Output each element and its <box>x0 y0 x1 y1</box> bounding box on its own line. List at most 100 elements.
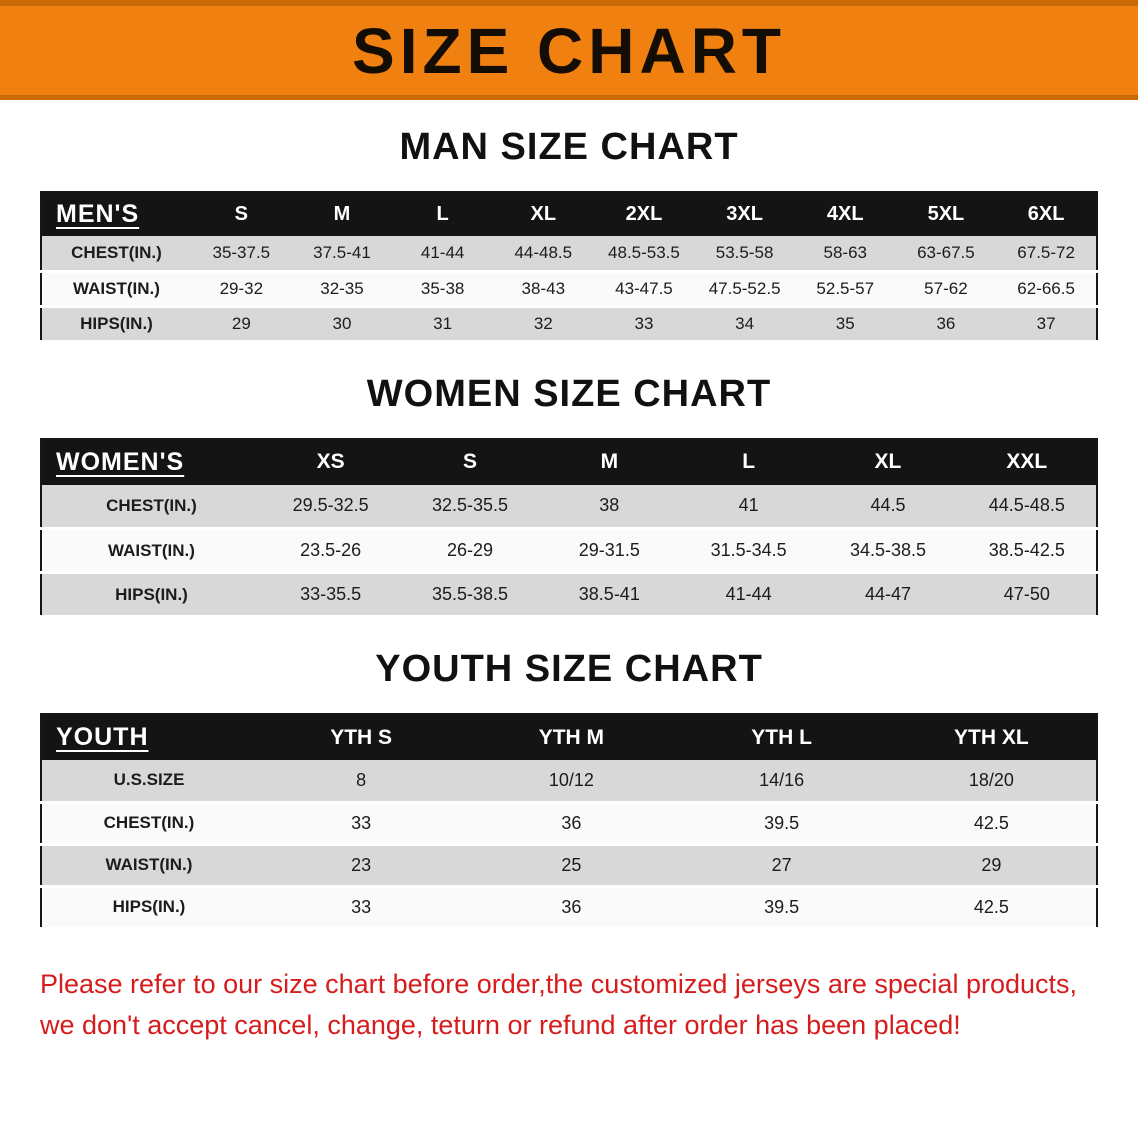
size-header-cell: YTH XL <box>886 714 1097 760</box>
value-cell: 18/20 <box>886 760 1097 804</box>
value-cell: 29.5-32.5 <box>261 484 401 530</box>
value-cell: 25 <box>466 844 677 888</box>
size-chart-page: SIZE CHART MAN SIZE CHART MEN'S S M L XL 2XL 3… <box>0 0 1138 1048</box>
size-header-cell: S <box>400 438 540 485</box>
value-cell: 37 <box>996 306 1097 343</box>
table-row: HIPS(IN.) 33-35.5 35.5-38.5 38.5-41 41-44 44-… <box>41 572 1097 618</box>
value-cell: 27 <box>676 844 887 888</box>
row-label-cell: HIPS(IN.) <box>41 306 191 343</box>
size-header-cell: XL <box>818 438 958 485</box>
row-label-cell: WAIST(IN.) <box>41 271 191 308</box>
value-cell: 35 <box>794 306 896 343</box>
value-cell: 36 <box>895 306 997 343</box>
value-cell: 36 <box>466 886 677 930</box>
table-header-row: YOUTH YTH S YTH M YTH L YTH XL <box>41 714 1097 760</box>
footer-notice: Please refer to our size chart before or… <box>40 964 1098 1048</box>
table-row: HIPS(IN.) 33 36 39.5 42.5 <box>41 886 1097 930</box>
size-header-cell: M <box>539 438 679 485</box>
value-cell: 44.5 <box>818 484 958 530</box>
value-cell: 32-35 <box>291 271 393 308</box>
value-cell: 42.5 <box>886 886 1097 930</box>
size-header-cell: YTH S <box>256 714 467 760</box>
size-header-cell: 5XL <box>895 192 997 236</box>
size-header-cell: XS <box>261 438 401 485</box>
value-cell: 48.5-53.5 <box>593 236 695 273</box>
value-cell: 23.5-26 <box>261 528 401 574</box>
value-cell: 30 <box>291 306 393 343</box>
table-row: CHEST(IN.) 33 36 39.5 42.5 <box>41 802 1097 846</box>
size-header-cell: M <box>291 192 393 236</box>
value-cell: 34.5-38.5 <box>818 528 958 574</box>
value-cell: 63-67.5 <box>895 236 997 273</box>
value-cell: 36 <box>466 802 677 846</box>
size-header-cell: L <box>392 192 493 236</box>
row-label-cell: WAIST(IN.) <box>41 844 256 888</box>
value-cell: 62-66.5 <box>996 271 1097 308</box>
value-cell: 38-43 <box>492 271 594 308</box>
value-cell: 38 <box>539 484 679 530</box>
value-cell: 23 <box>256 844 467 888</box>
value-cell: 29 <box>886 844 1097 888</box>
value-cell: 34 <box>694 306 795 343</box>
men-section-heading: MAN SIZE CHART <box>399 126 739 168</box>
row-label-cell: CHEST(IN.) <box>41 236 191 273</box>
notice-line-2: we don't accept cancel, change, teturn o… <box>40 1010 961 1041</box>
women-size-table: WOMEN'S XS S M L XL XXL CHEST(IN.) 29.5-32.5 32.5… <box>40 437 1098 618</box>
table-row: CHEST(IN.) 35-37.5 37.5-41 41-44 44-48.5 48.5… <box>41 236 1097 273</box>
value-cell: 38.5-42.5 <box>957 528 1097 574</box>
banner: SIZE CHART <box>0 0 1138 100</box>
row-label-cell: HIPS(IN.) <box>41 886 256 930</box>
value-cell: 47.5-52.5 <box>694 271 795 308</box>
size-header-cell: XXL <box>957 438 1097 485</box>
value-cell: 35.5-38.5 <box>400 572 540 618</box>
value-cell: 31.5-34.5 <box>678 528 819 574</box>
size-header-cell: 4XL <box>794 192 896 236</box>
value-cell: 32 <box>492 306 594 343</box>
value-cell: 35-37.5 <box>191 236 292 273</box>
chart-sections: MAN SIZE CHART MEN'S S M L XL 2XL 3XL 4XL 5XL 6XL… <box>0 126 1138 930</box>
value-cell: 41-44 <box>678 572 819 618</box>
table-title-cell: YOUTH <box>41 714 256 760</box>
youth-size-table: YOUTH YTH S YTH M YTH L YTH XL U.S.SIZE 8 10/12… <box>40 713 1098 930</box>
value-cell: 58-63 <box>794 236 896 273</box>
value-cell: 26-29 <box>400 528 540 574</box>
row-label-cell: CHEST(IN.) <box>41 484 261 530</box>
table-title-cell: WOMEN'S <box>41 438 261 485</box>
men-size-table: MEN'S S M L XL 2XL 3XL 4XL 5XL 6XL CHEST(IN.) 35-37… <box>40 191 1098 343</box>
section-youth: YOUTH SIZE CHART YOUTH YTH S YTH M YTH L YTH… <box>0 648 1138 930</box>
value-cell: 47-50 <box>957 572 1097 618</box>
value-cell: 31 <box>392 306 493 343</box>
size-header-cell: 6XL <box>996 192 1097 236</box>
row-label-cell: HIPS(IN.) <box>41 572 261 618</box>
women-section-heading: WOMEN SIZE CHART <box>366 372 772 415</box>
size-header-cell: XL <box>492 192 594 236</box>
row-label-cell: WAIST(IN.) <box>41 528 261 574</box>
value-cell: 29 <box>191 306 292 343</box>
value-cell: 41-44 <box>392 236 493 273</box>
value-cell: 57-62 <box>895 271 997 308</box>
table-row: U.S.SIZE 8 10/12 14/16 18/20 <box>41 760 1097 804</box>
value-cell: 33 <box>256 802 467 846</box>
row-label-cell: U.S.SIZE <box>41 760 256 804</box>
size-header-cell: YTH M <box>466 714 677 760</box>
value-cell: 52.5-57 <box>794 271 896 308</box>
youth-section-heading: YOUTH SIZE CHART <box>375 648 763 690</box>
size-header-cell: S <box>191 192 292 236</box>
value-cell: 37.5-41 <box>291 236 393 273</box>
value-cell: 44-47 <box>818 572 958 618</box>
notice-line-1: Please refer to our size chart before or… <box>40 968 1078 999</box>
section-men: MAN SIZE CHART MEN'S S M L XL 2XL 3XL 4XL 5XL 6XL… <box>0 126 1138 343</box>
value-cell: 44.5-48.5 <box>957 484 1097 530</box>
value-cell: 44-48.5 <box>492 236 594 273</box>
value-cell: 32.5-35.5 <box>400 484 540 530</box>
table-row: WAIST(IN.) 23 25 27 29 <box>41 844 1097 888</box>
value-cell: 14/16 <box>676 760 887 804</box>
page-title: SIZE CHART <box>352 14 786 87</box>
table-header-row: MEN'S S M L XL 2XL 3XL 4XL 5XL 6XL <box>41 192 1097 236</box>
value-cell: 39.5 <box>676 802 887 846</box>
table-row: WAIST(IN.) 23.5-26 26-29 29-31.5 31.5-34.5 34… <box>41 528 1097 574</box>
value-cell: 29-31.5 <box>539 528 679 574</box>
value-cell: 10/12 <box>466 760 677 804</box>
value-cell: 33 <box>256 886 467 930</box>
value-cell: 8 <box>256 760 467 804</box>
